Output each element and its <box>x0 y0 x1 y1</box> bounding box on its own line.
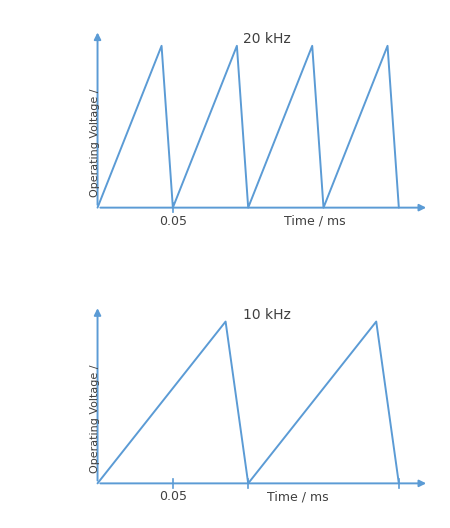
Text: Time / ms: Time / ms <box>267 491 328 504</box>
Text: Time / ms: Time / ms <box>284 215 346 228</box>
Text: Operating Voltage /: Operating Voltage / <box>90 364 100 473</box>
Text: 0.05: 0.05 <box>159 215 187 228</box>
Text: 10 kHz: 10 kHz <box>243 308 291 322</box>
Text: 0.05: 0.05 <box>159 491 187 504</box>
Text: Operating Voltage /: Operating Voltage / <box>90 89 100 197</box>
Text: 20 kHz: 20 kHz <box>243 32 291 46</box>
